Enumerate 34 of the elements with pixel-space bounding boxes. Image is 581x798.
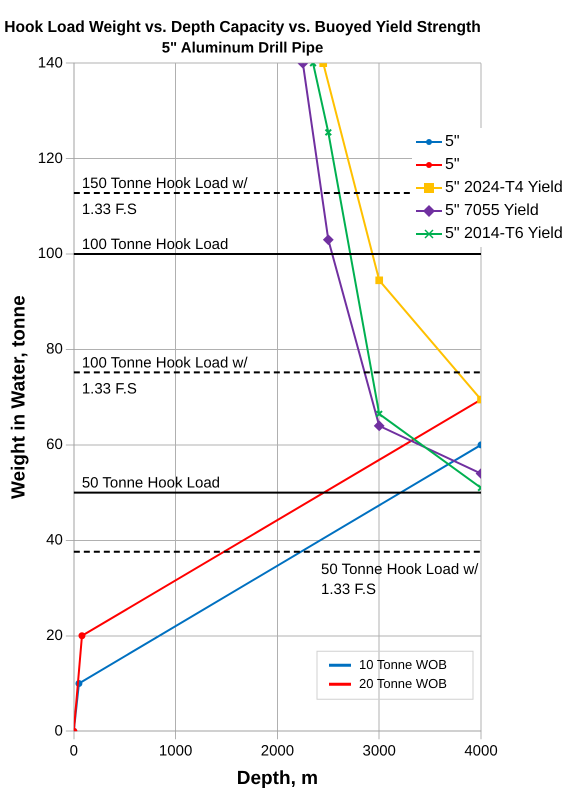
chart-subtitle: 5" Aluminum Drill Pipe: [162, 39, 324, 56]
x-tick-label: 3000: [362, 742, 396, 760]
point: [375, 276, 384, 284]
chart-title: Hook Load Weight vs. Depth Capacity vs. Buoyed Yield Strength: [4, 18, 481, 36]
ref-line-label: 100 Tonne Hook Load w/ 1.33 F.S: [82, 354, 248, 398]
legend-label: 5" 7055 Yield: [445, 201, 539, 221]
y-tick-label: 0: [54, 722, 63, 740]
x-tick-label: 4000: [464, 742, 498, 760]
y-tick-label: 60: [46, 436, 63, 454]
y-tick-label: 120: [38, 150, 63, 167]
x-axis-title: Depth, m: [236, 768, 318, 789]
annotation: 10 Tonne WOB: [359, 656, 447, 672]
y-tick-label: 140: [38, 54, 63, 72]
point: [324, 128, 332, 136]
x-tick-label: 0: [70, 742, 78, 760]
point: [374, 420, 384, 431]
y-tick-label: 20: [46, 626, 63, 644]
y-tick-label: 40: [46, 531, 63, 548]
y-tick-label: 80: [46, 340, 63, 358]
annotation: 20 Tonne WOB: [359, 676, 447, 691]
legend-label: 5": [445, 155, 460, 175]
ref-line-label: 50 Tonne Hook Load: [82, 474, 220, 492]
legend-label: 5" 2024-T4 Yield: [445, 178, 563, 198]
ref-line-label: 50 Tonne Hook Load w/ 1.33 F.S: [321, 560, 480, 598]
y-tick-label: 100: [38, 245, 63, 262]
legend-label: 5": [445, 132, 460, 152]
point: [323, 234, 334, 245]
x-tick-label: 1000: [158, 742, 192, 760]
x-tick-label: 2000: [260, 742, 294, 760]
point: [375, 410, 384, 418]
legend-label: 5" 2014-T6 Yield: [445, 224, 563, 244]
y-axis-title: Weight in Water, tonne: [8, 295, 30, 500]
ref-line-label: 150 Tonne Hook Load w/ 1.33 F.S: [82, 174, 248, 218]
ref-line-label: 100 Tonne Hook Load: [82, 236, 228, 254]
